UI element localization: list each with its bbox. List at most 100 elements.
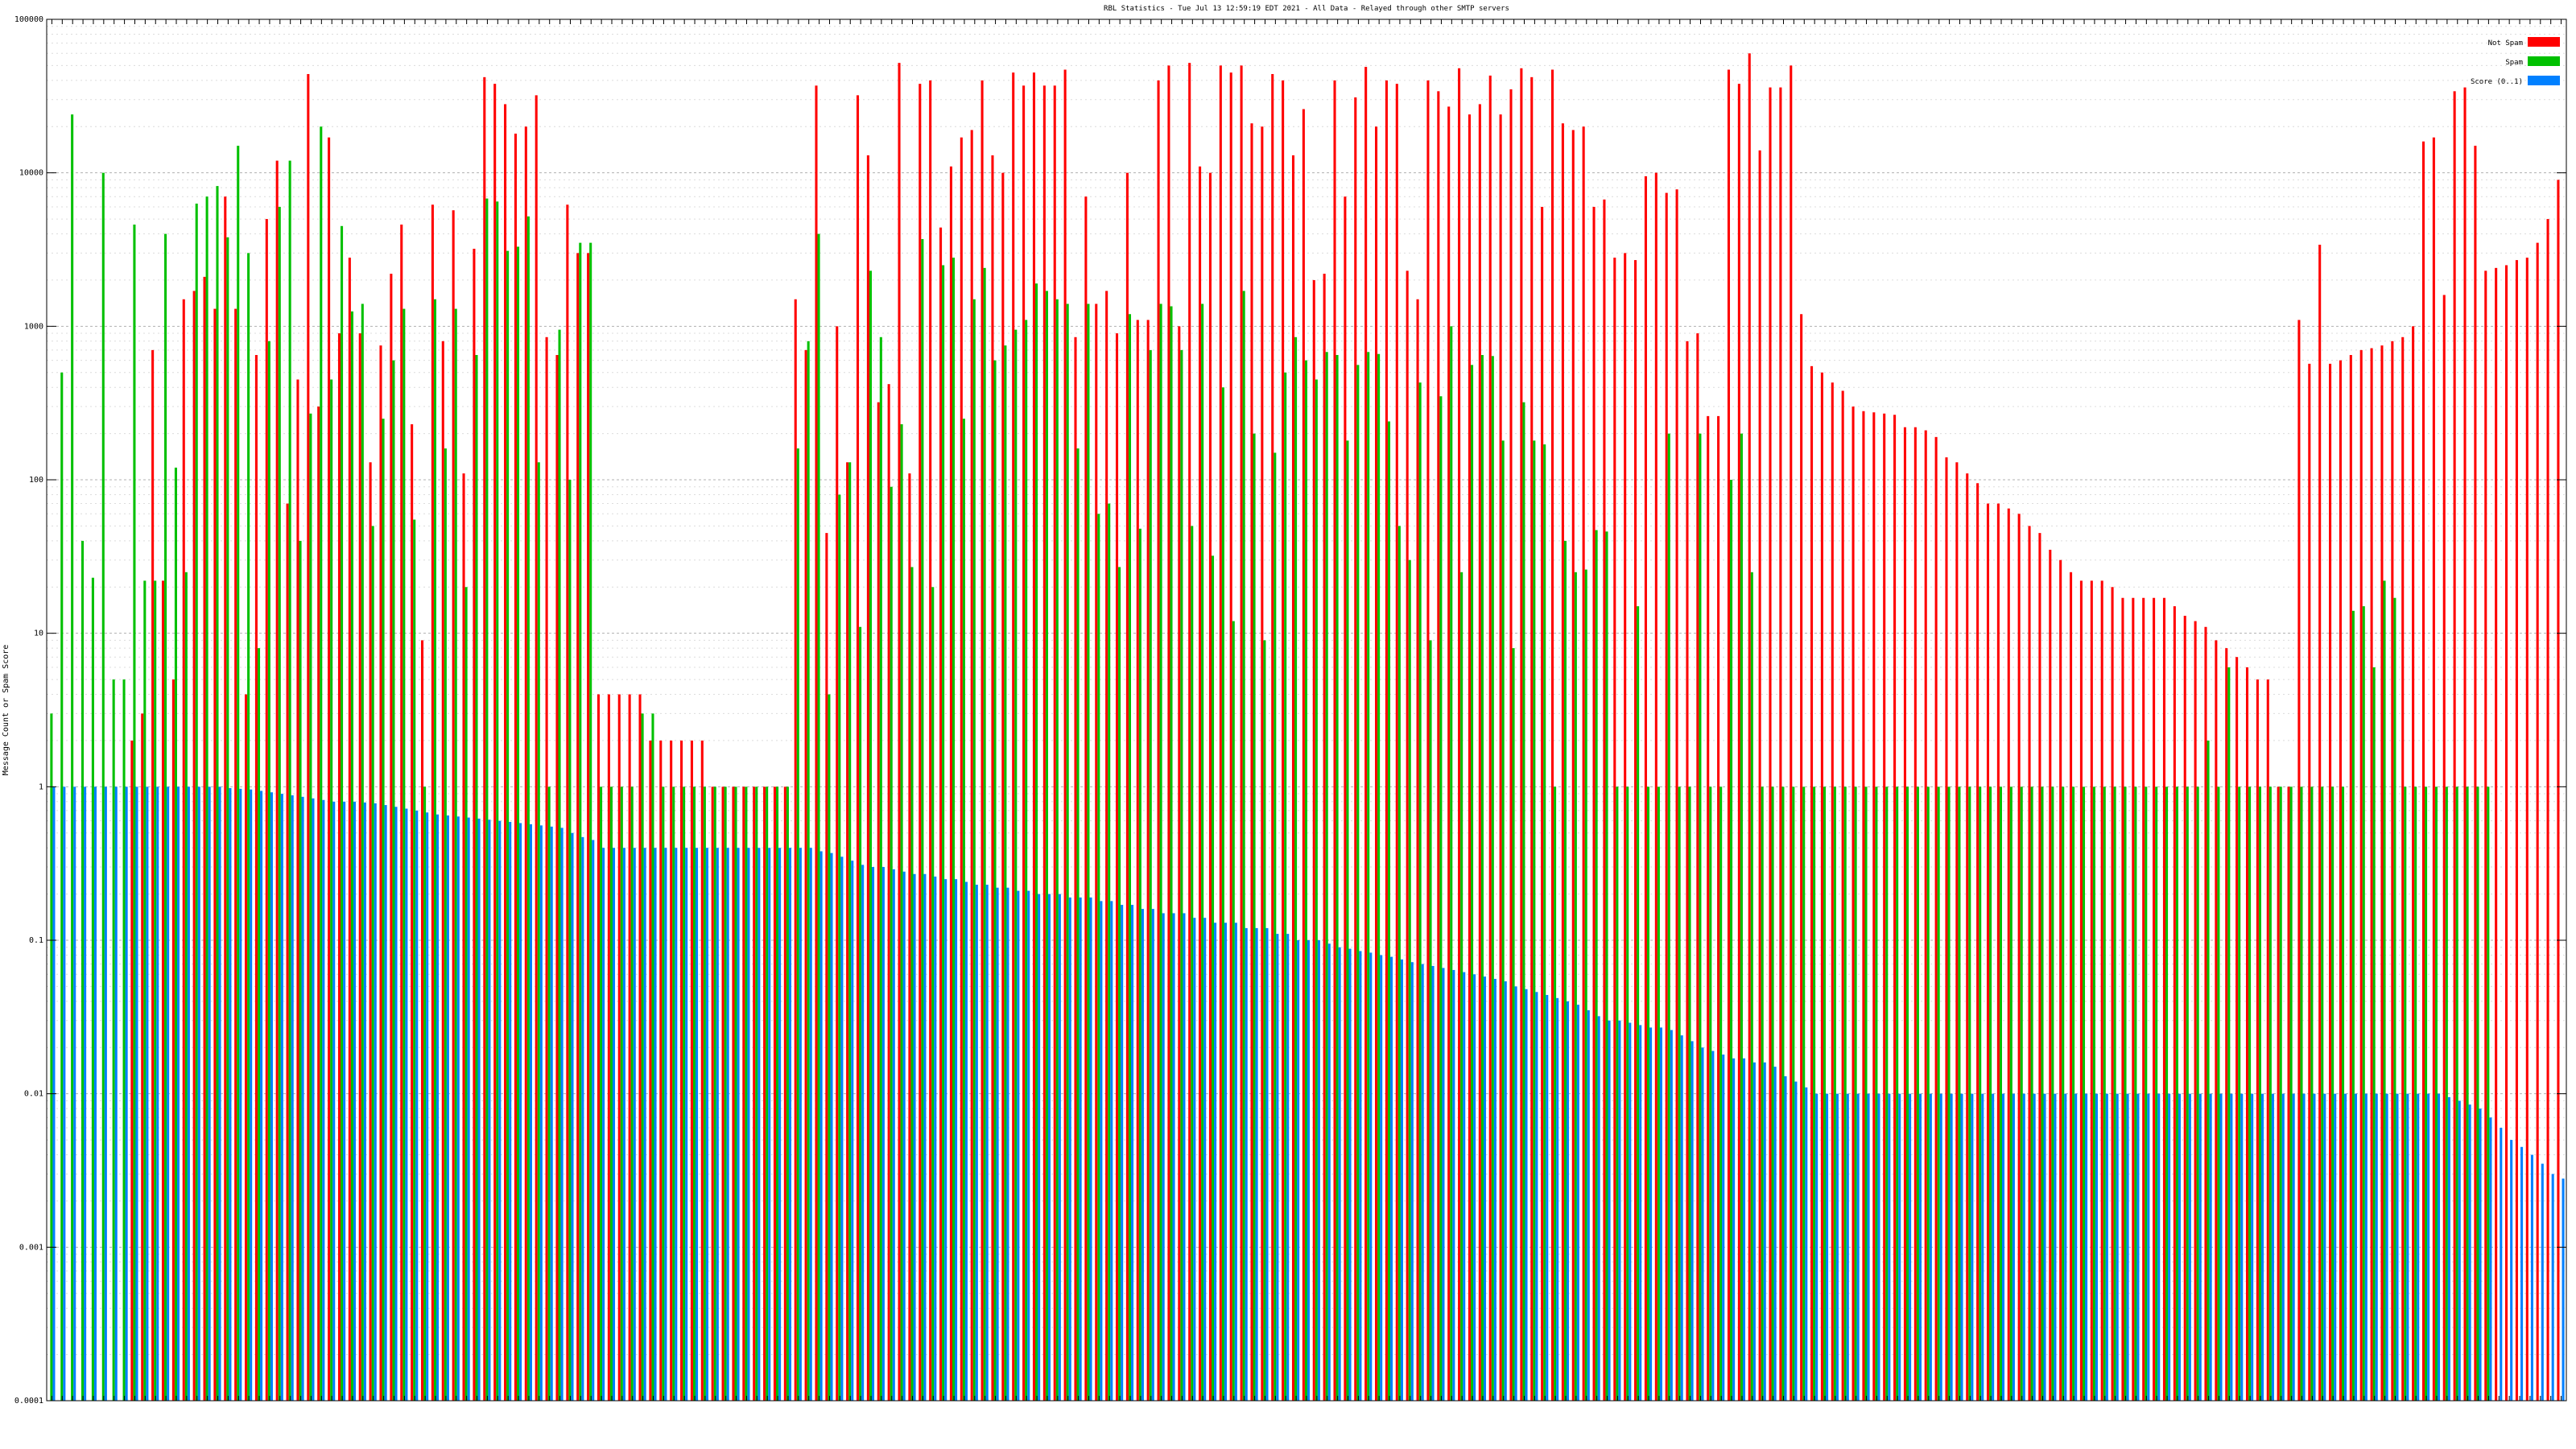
- bar-spam-76: [838, 494, 841, 1401]
- bar-score-0-1-87: [955, 879, 958, 1401]
- bar-not-spam-46: [524, 126, 527, 1402]
- bar-not-spam-92: [1001, 172, 1005, 1402]
- bar-score-0-1-98: [1068, 897, 1071, 1401]
- bar-score-0-1-72: [799, 848, 802, 1401]
- bar-not-spam-199: [2111, 587, 2114, 1401]
- bar-not-spam-95: [1032, 72, 1036, 1401]
- bar-spam-117: [1263, 640, 1266, 1401]
- bar-not-spam-192: [2038, 533, 2041, 1401]
- bar-score-0-1-217: [2302, 1093, 2306, 1401]
- bar-not-spam-21: [265, 219, 268, 1402]
- bar-score-0-1-139: [1493, 979, 1496, 1401]
- bar-score-0-1-150: [1608, 1020, 1611, 1401]
- bar-score-0-1-232: [2458, 1100, 2461, 1401]
- bar-spam-27: [330, 379, 333, 1402]
- bar-score-0-1-76: [840, 857, 844, 1401]
- bar-score-0-1-45: [519, 823, 522, 1401]
- bar-score-0-1-190: [2022, 1093, 2025, 1401]
- bar-not-spam-24: [296, 379, 299, 1402]
- bar-not-spam-135: [1447, 106, 1451, 1402]
- bar-score-0-1-210: [2230, 1093, 2233, 1401]
- bar-not-spam-165: [1758, 150, 1761, 1401]
- bar-score-0-1-140: [1504, 981, 1507, 1401]
- bar-score-0-1-30: [363, 802, 366, 1401]
- bar-spam-206: [2186, 786, 2189, 1401]
- legend-label: Score (0..1): [2471, 78, 2523, 86]
- bar-spam-134: [1439, 396, 1443, 1401]
- bar-spam-193: [2051, 786, 2054, 1401]
- bar-spam-173: [1843, 786, 1847, 1401]
- bar-score-0-1-48: [550, 826, 553, 1401]
- bar-not-spam-41: [473, 249, 476, 1401]
- bar-spam-231: [2445, 786, 2448, 1401]
- bar-not-spam-183: [1945, 457, 1948, 1402]
- bar-score-0-1-33: [394, 807, 398, 1401]
- bar-not-spam-231: [2442, 295, 2446, 1402]
- bar-spam-85: [931, 587, 935, 1401]
- bar-spam-186: [1979, 786, 1982, 1401]
- bar-spam-67: [745, 786, 748, 1401]
- bar-not-spam-123: [1323, 274, 1326, 1402]
- bar-spam-52: [589, 242, 592, 1402]
- bar-score-0-1-80: [881, 867, 885, 1401]
- bar-score-0-1-109: [1183, 913, 1186, 1401]
- bar-spam-156: [1667, 433, 1670, 1401]
- bar-score-0-1-24: [301, 796, 304, 1401]
- bar-spam-124: [1335, 355, 1339, 1401]
- bar-score-0-1-128: [1380, 955, 1383, 1401]
- bar-not-spam-11: [161, 580, 165, 1401]
- bar-score-0-1-177: [1888, 1093, 1891, 1401]
- bar-score-0-1-3: [84, 786, 87, 1401]
- bar-score-0-1-52: [592, 840, 595, 1401]
- bar-not-spam-173: [1841, 390, 1844, 1401]
- bar-score-0-1-198: [2105, 1093, 2108, 1401]
- bar-spam-204: [2165, 786, 2169, 1401]
- bar-not-spam-145: [1550, 69, 1554, 1401]
- bar-spam-148: [1584, 569, 1587, 1401]
- bar-not-spam-167: [1779, 87, 1782, 1402]
- bar-not-spam-133: [1426, 80, 1430, 1401]
- bar-spam-113: [1221, 387, 1224, 1401]
- bar-score-0-1-78: [861, 865, 865, 1401]
- bar-spam-141: [1512, 648, 1515, 1401]
- bar-not-spam-62: [690, 740, 693, 1401]
- bar-score-0-1-9: [146, 786, 149, 1401]
- bar-score-0-1-223: [2364, 1093, 2368, 1401]
- bar-spam-36: [423, 786, 427, 1401]
- bar-score-0-1-173: [1846, 1093, 1849, 1401]
- bar-score-0-1-191: [2033, 1093, 2036, 1401]
- bar-not-spam-194: [2059, 559, 2062, 1401]
- bar-not-spam-139: [1488, 75, 1492, 1401]
- bar-spam-96: [1045, 291, 1048, 1401]
- bar-not-spam-76: [836, 326, 839, 1401]
- bar-spam-200: [2124, 786, 2127, 1401]
- bar-spam-71: [786, 786, 789, 1401]
- bar-not-spam-233: [2463, 87, 2467, 1402]
- bar-spam-106: [1149, 349, 1152, 1402]
- bar-score-0-1-115: [1245, 927, 1248, 1401]
- bar-spam-172: [1833, 786, 1836, 1401]
- bar-not-spam-42: [483, 76, 486, 1402]
- bar-not-spam-204: [2162, 597, 2166, 1401]
- bar-score-0-1-68: [758, 848, 761, 1401]
- bar-score-0-1-197: [2095, 1093, 2098, 1401]
- bar-not-spam-107: [1157, 80, 1160, 1401]
- bar-spam-216: [2289, 786, 2293, 1401]
- bar-spam-223: [2362, 606, 2365, 1401]
- bar-not-spam-185: [1966, 473, 1969, 1401]
- bar-not-spam-116: [1250, 123, 1253, 1401]
- bar-not-spam-225: [2380, 345, 2384, 1401]
- bar-spam-44: [506, 250, 510, 1402]
- bar-spam-58: [651, 713, 654, 1401]
- bar-spam-234: [2476, 786, 2479, 1401]
- bar-spam-103: [1118, 567, 1121, 1402]
- bar-score-0-1-178: [1898, 1093, 1901, 1401]
- bar-not-spam-128: [1375, 126, 1378, 1402]
- bar-spam-150: [1605, 531, 1608, 1402]
- bar-not-spam-105: [1136, 320, 1139, 1401]
- bar-score-0-1-77: [851, 861, 854, 1401]
- bar-score-0-1-229: [2427, 1093, 2430, 1401]
- bar-not-spam-9: [141, 713, 144, 1401]
- bar-not-spam-68: [753, 786, 756, 1401]
- y-tick-label: 0.01: [24, 1090, 43, 1099]
